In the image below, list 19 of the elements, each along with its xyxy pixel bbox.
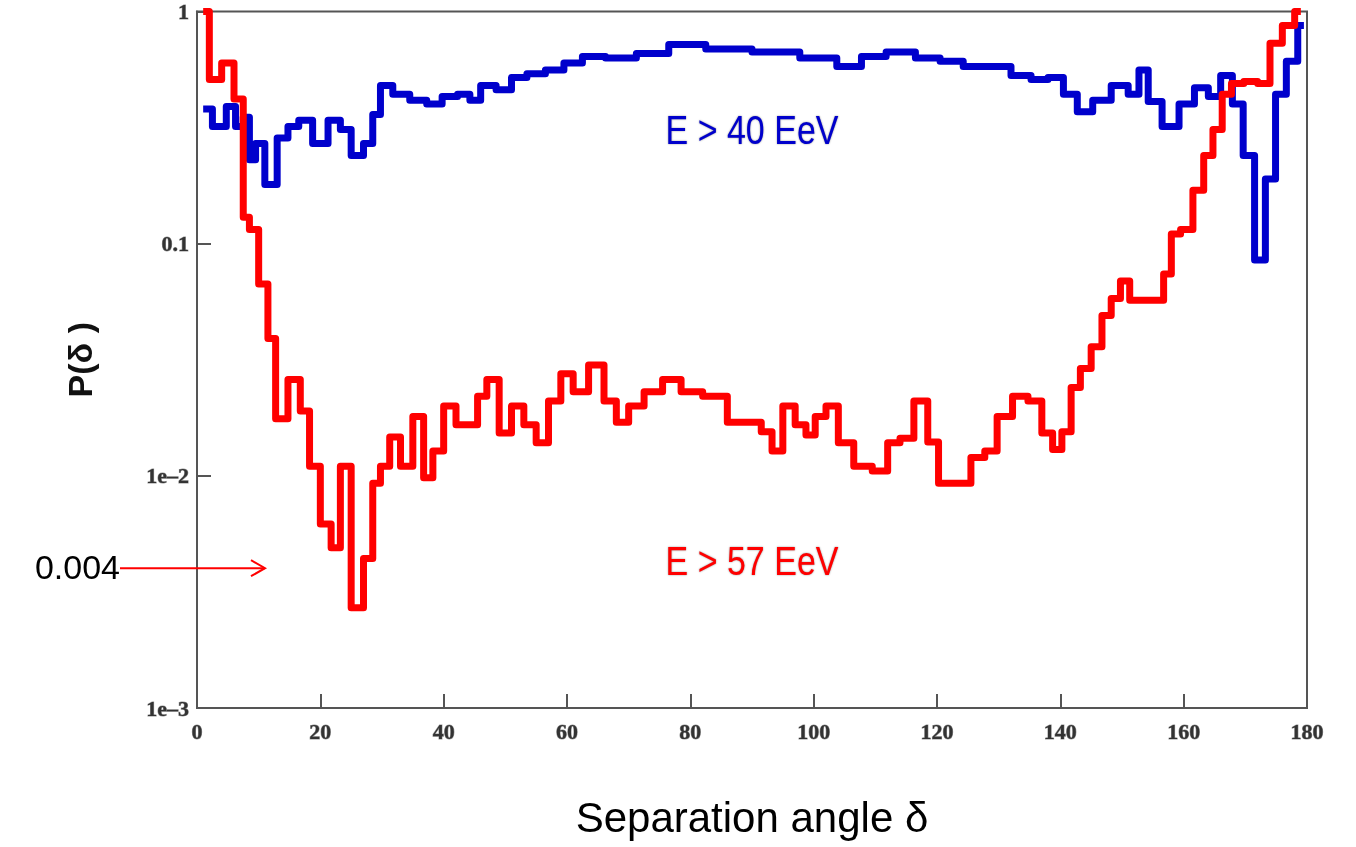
x-tick-label: 20: [309, 718, 332, 744]
x-tick-label: 100: [797, 718, 831, 744]
text: 0.004: [34, 548, 120, 588]
x-tick-label: 160: [1167, 718, 1201, 744]
y-tick-label: 1e–2: [146, 463, 189, 489]
x-tick-label: 80: [679, 718, 702, 744]
x-tick-label: 140: [1043, 718, 1077, 744]
x-axis-title: Separation angle δ: [575, 793, 929, 841]
y-axis-title: P(δ ): [61, 322, 99, 398]
series-label: E > 57 EeV: [665, 538, 839, 584]
y-tick-label: 0.1: [161, 231, 189, 257]
x-tick-label: 180: [1290, 718, 1324, 744]
series-label: E > 40 EeV: [665, 107, 839, 153]
y-tick-label: 1e–3: [146, 695, 189, 721]
y-tick-label: 1: [178, 0, 189, 24]
x-tick-label: 0: [191, 718, 203, 744]
x-tick-label: 120: [920, 718, 954, 744]
x-tick-label: 60: [556, 718, 578, 744]
x-tick-label: 40: [432, 718, 455, 744]
